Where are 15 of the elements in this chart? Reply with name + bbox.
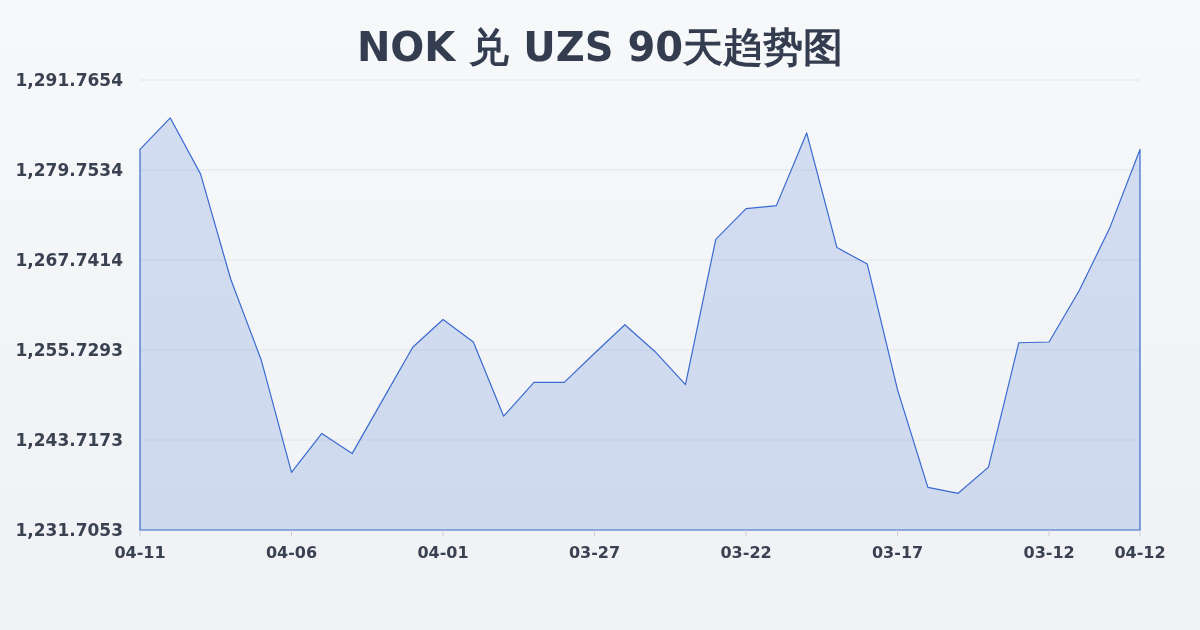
x-tick-label: 04-11 — [114, 543, 166, 562]
y-tick-label: 1,291.7654 — [15, 70, 124, 90]
x-tick-label: 03-27 — [568, 543, 621, 562]
chart-title: NOK 兑 UZS 90天趋势图 — [356, 24, 844, 70]
y-tick-label: 1,267.7414 — [15, 250, 124, 270]
x-tick-label: 04-06 — [265, 543, 318, 562]
y-tick-label: 1,243.7173 — [15, 430, 123, 450]
y-tick-label: 1,279.7534 — [15, 160, 124, 180]
y-tick-label: 1,231.7053 — [15, 520, 123, 540]
x-tick-label: 03-22 — [720, 543, 772, 562]
x-tick-label: 03-12 — [1023, 543, 1075, 562]
x-tick-label: 04-12 — [1114, 543, 1166, 562]
x-tick-label: 03-17 — [871, 543, 924, 562]
x-tick-label: 04-01 — [417, 543, 469, 562]
y-tick-label: 1,255.7293 — [15, 340, 123, 360]
